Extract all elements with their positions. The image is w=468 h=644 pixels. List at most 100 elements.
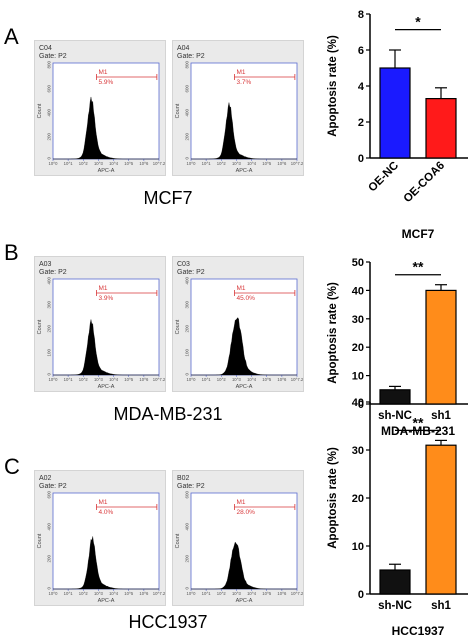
y-tick-label: 2 [358,117,364,129]
y-tick-label: 0 [185,157,190,160]
bar-2 [425,289,457,405]
x-tick-label: 10^1 [64,161,74,166]
y-tick-label: 30 [352,445,364,457]
bar-1 [379,67,411,159]
x-tick-label: 10^7.2 [291,591,303,596]
x-tick-label: 10^4 [247,377,257,382]
x-tick-label: 10^1 [64,591,74,596]
histogram-peak [191,541,297,590]
x-tick-label: 10^0 [49,377,59,382]
x-axis-label: APC-A [236,384,253,390]
bar-1 [379,569,411,595]
cell-line-label-a: MCF7 [143,188,193,208]
x-tick-label: 10^0 [187,161,197,166]
y-tick-label: 100 [47,349,52,357]
panel-letter-b: B [4,240,19,265]
x-tick-label: sh1 [431,410,451,422]
x-tick-label: 10^2 [217,161,227,166]
x-tick-label: 10^3 [94,591,104,596]
x-tick-label: 10^2 [79,161,89,166]
histogram-c-1: A02 Gate: P2 0 200 400 600 Count 10^0 10^1 10^2 10… [34,470,166,606]
m1-label: M1 [236,499,245,506]
cell-line-label-b: MDA-MB-231 [113,404,223,424]
x-tick-label: 10^0 [49,591,59,596]
y-axis-label: Count [37,533,43,548]
y-tick-label: 40 [352,285,364,297]
m1-percent: 3.7% [236,79,251,86]
significance-mark: ** [413,414,424,430]
x-tick-label: 10^3 [94,377,104,382]
significance-mark: ** [413,259,424,275]
x-tick-label: 10^4 [247,161,257,166]
x-tick-label: 10^4 [109,377,119,382]
plot-area [190,62,298,160]
y-tick-label: 30 [352,314,364,326]
x-tick-label: 10^7.2 [153,161,165,166]
y-tick-label: 200 [185,325,190,333]
x-tick-label: 10^3 [94,161,104,166]
x-tick-label: 10^6 [139,377,149,382]
gate-label: Gate: P2 [39,269,67,276]
y-tick-label: 600 [47,491,52,499]
y-tick-label: 20 [352,493,364,505]
histogram-peak [53,319,159,376]
y-tick-label: 6 [358,45,364,57]
y-tick-label: 100 [185,349,190,357]
m1-label: M1 [98,69,107,76]
x-tick-label: 10^1 [202,161,212,166]
y-tick-label: 400 [185,109,190,117]
y-tick-label: 4 [358,81,365,93]
y-axis-label: Apoptosis rate (%) [327,447,339,549]
m1-percent: 45.0% [236,295,255,302]
y-axis-label: Count [175,103,181,118]
histogram-peak [191,317,297,376]
y-tick-label: 400 [47,277,52,285]
m1-label: M1 [236,285,245,292]
y-tick-label: 10 [352,541,364,553]
plot-area [52,278,160,376]
y-axis-label: Count [37,319,43,334]
plot-area [52,492,160,590]
y-tick-label: 400 [185,277,190,285]
panel-letter-a: A [4,24,19,49]
x-tick-label: 10^0 [187,377,197,382]
gate-label: Gate: P2 [39,483,67,490]
significance-mark: * [415,14,421,30]
histogram-peak [53,536,159,590]
y-tick-label: 200 [185,133,190,141]
y-axis-label: Apoptosis rate (%) [327,35,339,137]
y-tick-label: 200 [47,325,52,333]
y-tick-label: 800 [47,61,52,69]
x-tick-label: 10^2 [79,591,89,596]
y-axis-label: Count [175,533,181,548]
y-tick-label: 0 [185,587,190,590]
x-tick-label: OE-NC [366,160,401,195]
x-axis-label: APC-A [236,168,253,174]
x-tick-label: 10^5 [262,161,272,166]
sample-id: A03 [39,261,52,268]
y-tick-label: 0 [47,587,52,590]
plot-area [190,492,298,590]
x-tick-label: 10^6 [277,377,287,382]
gate-label: Gate: P2 [177,53,205,60]
y-tick-label: 400 [185,523,190,531]
x-tick-label: 10^1 [202,377,212,382]
y-tick-label: 600 [185,85,190,93]
x-axis-label: APC-A [98,168,115,174]
x-tick-label: 10^7.2 [153,591,165,596]
y-tick-label: 600 [47,85,52,93]
m1-percent: 5.9% [98,79,113,86]
sample-id: B02 [177,475,190,482]
histogram-a-2: A04 Gate: P2 0 200 400 600 800 Count 10^0 10^1 10^… [172,40,304,176]
gate-label: Gate: P2 [177,269,205,276]
sample-id: C04 [39,45,52,52]
bar-2 [425,444,457,595]
x-tick-label: 10^7.2 [153,377,165,382]
x-tick-label: 10^0 [187,591,197,596]
x-tick-label: 10^2 [217,591,227,596]
y-axis-label: Count [175,319,181,334]
x-tick-label: 10^5 [124,377,134,382]
x-tick-label: 10^1 [64,377,74,382]
chart-title: HCC1937 [392,624,445,638]
x-tick-label: 10^3 [232,591,242,596]
